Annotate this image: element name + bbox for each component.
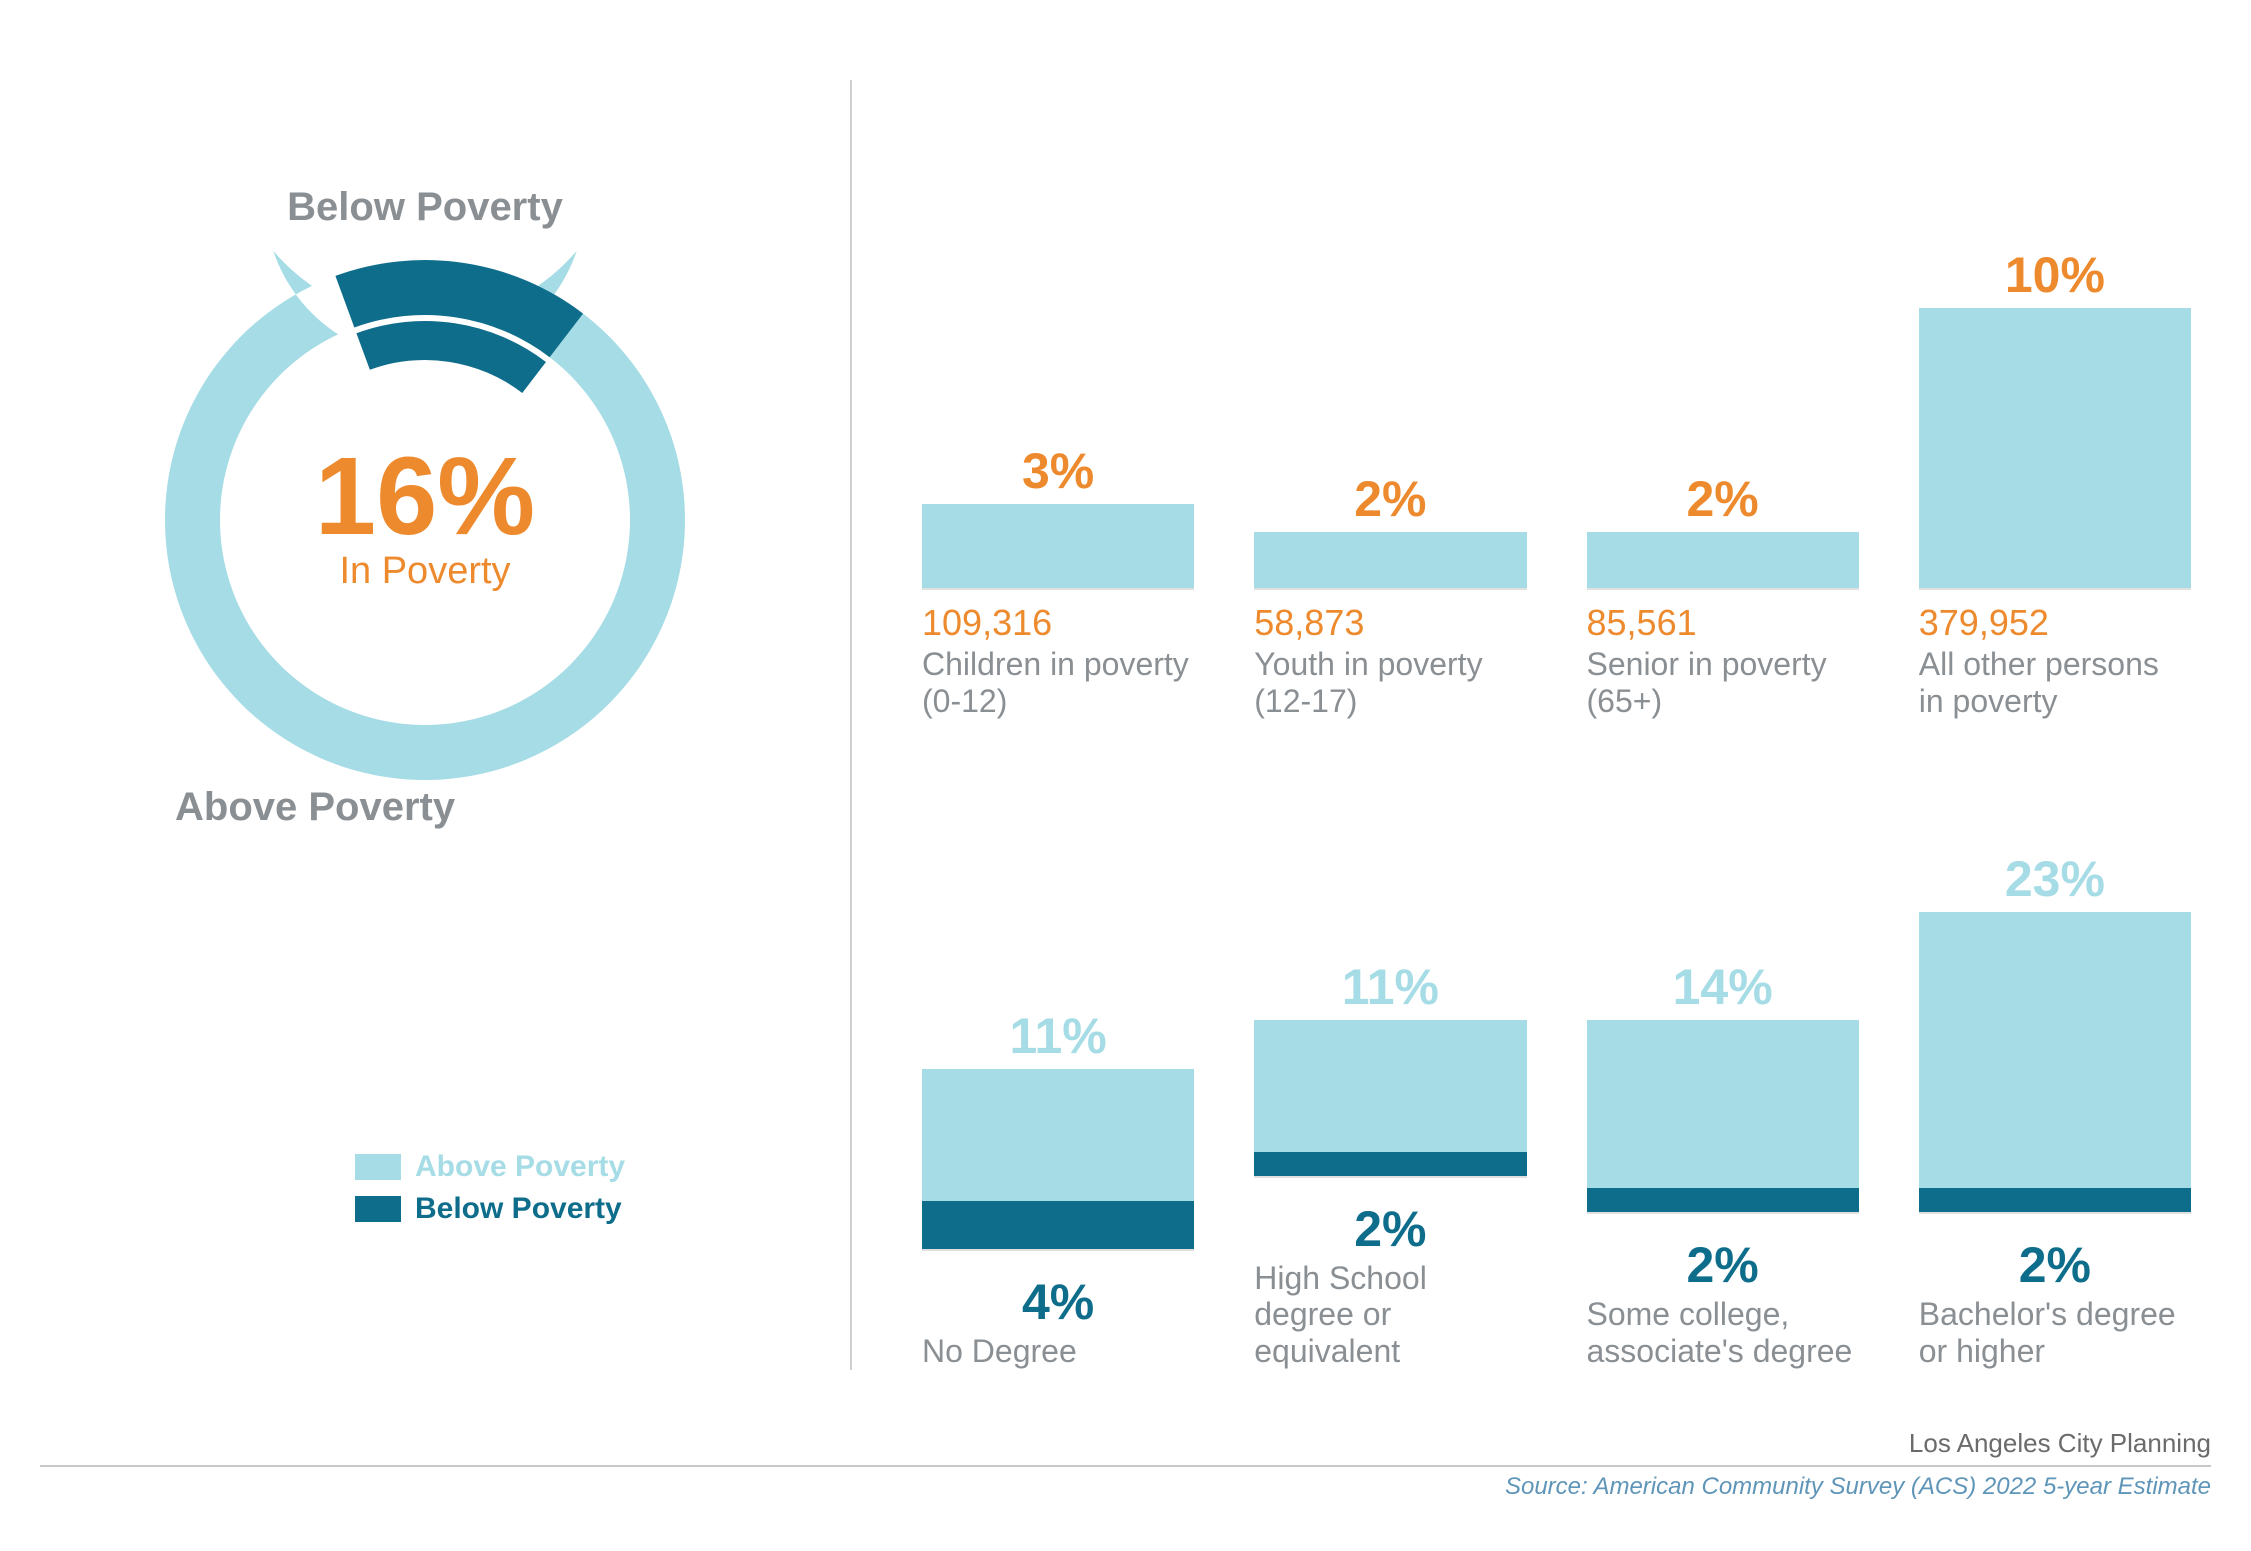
bar-below-value-label: 2% xyxy=(1254,1204,1526,1254)
bar-slot: 2% xyxy=(1254,270,1526,590)
donut-center-value: 16% xyxy=(315,447,535,546)
bar-above-value-label: 23% xyxy=(1919,854,2191,912)
footer-org: Los Angeles City Planning xyxy=(40,1428,2211,1459)
bar-stack: 3% xyxy=(922,504,1194,588)
footer: Los Angeles City Planning Source: Americ… xyxy=(40,1428,2211,1501)
legend: Above Poverty Below Poverty xyxy=(355,1150,625,1234)
bar-count-label: 379,952 xyxy=(1919,602,2191,644)
age-bar-item: 2% 85,561Senior in poverty (65+) xyxy=(1587,270,1859,720)
bar-segment-above: 11% xyxy=(922,1069,1194,1201)
bar-slot: 10% xyxy=(1919,270,2191,590)
bar-desc-label: Youth in poverty (12-17) xyxy=(1254,646,1526,720)
bar-slot: 3% xyxy=(922,270,1194,590)
bar-labels: 2% Some college, associate's degree xyxy=(1587,1226,1859,1370)
poverty-donut-chart: Below Poverty 16% In Poverty Above Pover… xyxy=(145,240,705,800)
legend-swatch xyxy=(355,1196,401,1222)
bar-segment-above: 14% xyxy=(1587,1020,1859,1188)
bar-above-value-label: 11% xyxy=(922,1011,1194,1069)
legend-item: Below Poverty xyxy=(355,1192,625,1226)
page: Below Poverty 16% In Poverty Above Pover… xyxy=(0,0,2251,1551)
bar-value-label: 10% xyxy=(1919,250,2191,308)
bar-segment-below xyxy=(1587,1188,1859,1212)
donut-center-sub: In Poverty xyxy=(315,550,535,593)
footer-divider: Source: American Community Survey (ACS) … xyxy=(40,1465,2211,1501)
bar-labels: 85,561Senior in poverty (65+) xyxy=(1587,602,1859,720)
bar-count-label: 58,873 xyxy=(1254,602,1526,644)
bar-labels: 2% Bachelor's degree or higher xyxy=(1919,1226,2191,1370)
footer-source: Source: American Community Survey (ACS) … xyxy=(40,1473,2211,1501)
legend-item: Above Poverty xyxy=(355,1150,625,1184)
bar-segment-above: 11% xyxy=(1254,1020,1526,1152)
bar-stack: 11% xyxy=(1254,1020,1526,1176)
bar-segment-above: 23% xyxy=(1919,912,2191,1188)
bar-segment: 2% xyxy=(1254,532,1526,588)
bar-segment-below xyxy=(1919,1188,2191,1212)
age-bar-item: 2% 58,873Youth in poverty (12-17) xyxy=(1254,270,1526,720)
age-bar-item: 10% 379,952All other persons in poverty xyxy=(1919,270,2191,720)
content-area: Below Poverty 16% In Poverty Above Pover… xyxy=(0,0,2251,1430)
right-panel: 3% 109,316Children in poverty (0-12) 2% 58,… xyxy=(850,80,2251,1370)
bar-slot: 11% xyxy=(1254,878,1526,1178)
bar-stack: 11% xyxy=(922,1069,1194,1249)
bar-value-label: 2% xyxy=(1254,474,1526,532)
bar-slot: 2% xyxy=(1587,270,1859,590)
bar-segment: 10% xyxy=(1919,308,2191,588)
bar-segment-below xyxy=(922,1201,1194,1249)
bar-segment: 2% xyxy=(1587,532,1859,588)
bar-labels: 4% No Degree xyxy=(922,1263,1194,1370)
bar-stack: 2% xyxy=(1587,532,1859,588)
bar-segment-below xyxy=(1254,1152,1526,1176)
bar-count-label: 109,316 xyxy=(922,602,1194,644)
bar-slot: 14% xyxy=(1587,914,1859,1214)
bar-desc-label: High School degree or equivalent xyxy=(1254,1260,1526,1370)
bar-desc-label: Bachelor's degree or higher xyxy=(1919,1296,2191,1370)
edu-bar-item: 11% 2% High School degree or equivalent xyxy=(1254,878,1526,1370)
bar-labels: 2% High School degree or equivalent xyxy=(1254,1190,1526,1370)
bar-desc-label: Some college, associate's degree xyxy=(1587,1296,1859,1370)
bar-stack: 23% xyxy=(1919,912,2191,1212)
bar-below-value-label: 4% xyxy=(922,1277,1194,1327)
bar-slot: 23% xyxy=(1919,914,2191,1214)
donut-label-above-poverty: Above Poverty xyxy=(175,785,455,830)
age-poverty-bar-chart: 3% 109,316Children in poverty (0-12) 2% 58,… xyxy=(922,160,2191,720)
bar-above-value-label: 11% xyxy=(1254,962,1526,1020)
bar-segment: 3% xyxy=(922,504,1194,588)
donut-center: 16% In Poverty xyxy=(315,447,535,593)
legend-label: Below Poverty xyxy=(415,1192,622,1226)
legend-label: Above Poverty xyxy=(415,1150,625,1184)
edu-bar-item: 11% 4% No Degree xyxy=(922,951,1194,1370)
age-bar-item: 3% 109,316Children in poverty (0-12) xyxy=(922,270,1194,720)
bar-stack: 14% xyxy=(1587,1020,1859,1212)
edu-bar-item: 14% 2% Some college, associate's degree xyxy=(1587,914,1859,1370)
bar-below-value-label: 2% xyxy=(1587,1240,1859,1290)
bar-desc-label: No Degree xyxy=(922,1333,1194,1370)
bar-desc-label: Senior in poverty (65+) xyxy=(1587,646,1859,720)
bar-stack: 10% xyxy=(1919,308,2191,588)
bar-labels: 58,873Youth in poverty (12-17) xyxy=(1254,602,1526,720)
bar-labels: 379,952All other persons in poverty xyxy=(1919,602,2191,720)
left-panel: Below Poverty 16% In Poverty Above Pover… xyxy=(0,0,850,1430)
bar-desc-label: Children in poverty (0-12) xyxy=(922,646,1194,720)
legend-swatch xyxy=(355,1154,401,1180)
bar-count-label: 85,561 xyxy=(1587,602,1859,644)
bar-desc-label: All other persons in poverty xyxy=(1919,646,2191,720)
bar-value-label: 2% xyxy=(1587,474,1859,532)
education-poverty-bar-chart: 11% 4% No Degree 11% 2% High School degree or… xyxy=(922,810,2191,1370)
donut-label-below-poverty: Below Poverty xyxy=(287,185,563,230)
bar-below-value-label: 2% xyxy=(1919,1240,2191,1290)
bar-stack: 2% xyxy=(1254,532,1526,588)
bar-slot: 11% xyxy=(922,951,1194,1251)
edu-bar-item: 23% 2% Bachelor's degree or higher xyxy=(1919,914,2191,1370)
bar-value-label: 3% xyxy=(922,446,1194,504)
bar-above-value-label: 14% xyxy=(1587,962,1859,1020)
bar-labels: 109,316Children in poverty (0-12) xyxy=(922,602,1194,720)
